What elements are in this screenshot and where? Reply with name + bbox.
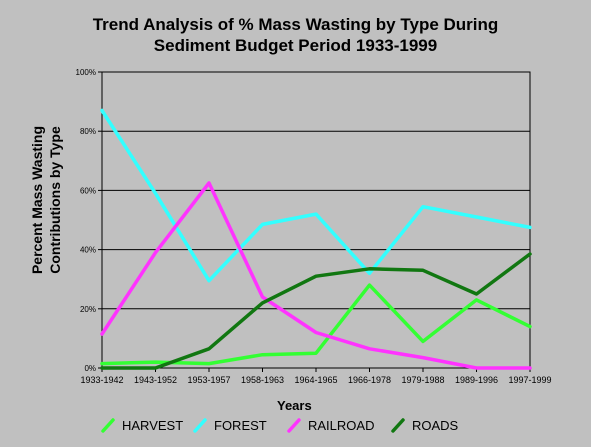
- legend-swatch: [193, 418, 207, 433]
- x-tick-label: 1966-1978: [348, 375, 391, 385]
- y-tick-label: 100%: [76, 68, 96, 77]
- legend-label: FOREST: [214, 417, 267, 433]
- x-tick-label: 1943-1952: [134, 375, 177, 385]
- legend-swatch: [287, 418, 301, 433]
- chart-title: Trend Analysis of % Mass Wasting by Type…: [0, 14, 591, 56]
- y-axis-title-line2: Contributions by Type: [47, 126, 63, 274]
- legend: HARVEST FOREST RAILROAD ROADS: [100, 415, 560, 435]
- x-tick-label: 1997-1999: [508, 375, 551, 385]
- x-tick-label: 1989-1996: [455, 375, 498, 385]
- chart-title-line2: Sediment Budget Period 1933-1999: [153, 36, 438, 55]
- y-tick-label: 80%: [80, 127, 96, 136]
- y-axis-title-line1: Percent Mass Wasting: [29, 125, 45, 275]
- x-tick-label: 1953-1957: [187, 375, 230, 385]
- legend-label: HARVEST: [122, 417, 184, 433]
- y-tick-label: 40%: [80, 246, 96, 255]
- series-line-railroad: [100, 181, 532, 370]
- plot-area: [102, 72, 530, 368]
- legend-swatch: [101, 418, 115, 433]
- legend-label: RAILROAD: [308, 417, 375, 433]
- legend-label: ROADS: [412, 417, 459, 433]
- legend-item-harvest: HARVEST: [100, 415, 183, 435]
- y-tick-label: 60%: [80, 186, 96, 195]
- x-tick-label: 1979-1988: [401, 375, 444, 385]
- chart-title-line1: Trend Analysis of % Mass Wasting by Type…: [92, 15, 499, 34]
- y-tick-label: 0%: [84, 364, 96, 373]
- x-axis-title: Years: [277, 398, 312, 413]
- x-tick-label: 1964-1965: [294, 375, 337, 385]
- legend-item-roads: ROADS: [390, 415, 458, 435]
- x-tick-label: 1933-1942: [80, 375, 123, 385]
- y-tick-label: 20%: [80, 305, 96, 314]
- legend-item-railroad: RAILROAD: [286, 415, 374, 435]
- series-line-roads: [100, 252, 532, 370]
- y-axis-title: Percent Mass Wasting Contributions by Ty…: [24, 100, 68, 300]
- series-line-forest: [100, 108, 532, 283]
- legend-item-forest: FOREST: [192, 415, 267, 435]
- legend-swatch: [391, 418, 405, 433]
- x-tick-label: 1958-1963: [241, 375, 284, 385]
